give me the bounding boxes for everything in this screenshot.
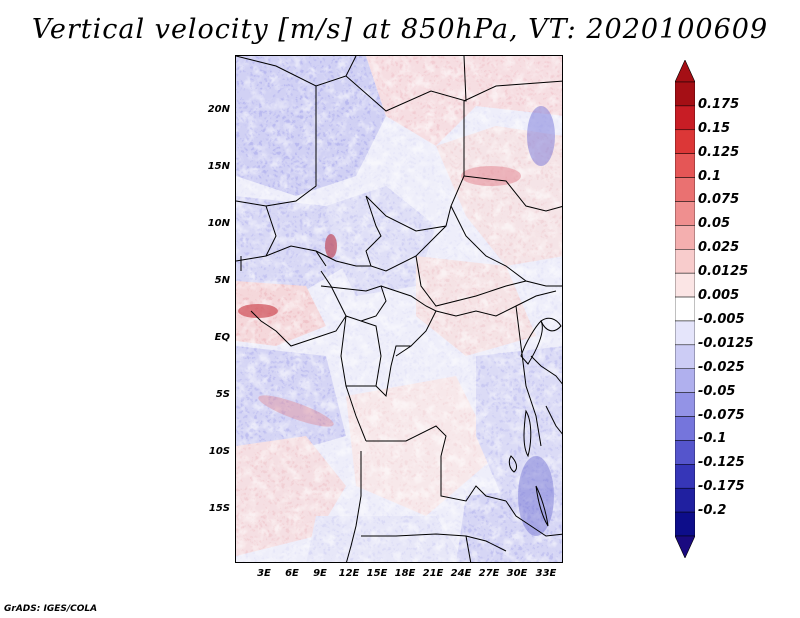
lat-label-5n: 5N <box>214 275 230 286</box>
lakes <box>508 317 562 527</box>
country-borders <box>236 56 562 562</box>
colorbar-segment <box>675 105 695 131</box>
lat-label-10s: 10S <box>208 446 230 457</box>
colorbar-bottom-arrow <box>675 535 695 558</box>
colorbar-segment <box>675 320 695 346</box>
colorbar-segment <box>675 177 695 202</box>
colorbar-segment <box>675 464 695 489</box>
colorbar-label: 0.005 <box>698 288 740 304</box>
colorbar-segment <box>675 201 695 226</box>
lon-label-27e: 27E <box>478 568 500 579</box>
lat-label-5s: 5S <box>215 389 230 400</box>
lat-label-eq: EQ <box>214 332 230 343</box>
colorbar-segment <box>675 368 695 393</box>
map-panel <box>235 55 563 563</box>
lon-label-9e: 9E <box>313 568 327 579</box>
red-noise-layer <box>236 56 562 562</box>
colorbar-segment <box>675 416 695 441</box>
colorbar-label: 0.125 <box>698 144 740 160</box>
colorbar-label: -0.175 <box>698 479 745 495</box>
lat-label-15n: 15N <box>207 161 230 172</box>
colorbar-label: -0.005 <box>698 311 745 327</box>
colorbar-segment <box>675 272 695 298</box>
strong-features <box>238 106 555 536</box>
lon-label-3e: 3E <box>257 568 271 579</box>
colorbar-segment <box>675 344 695 369</box>
colorbar-label: 0.025 <box>698 240 740 256</box>
lat-label-20n: 20N <box>207 104 230 115</box>
colorbar-label: -0.0125 <box>698 335 754 351</box>
colorbar-segment <box>675 81 695 107</box>
lon-label-15e: 15E <box>366 568 388 579</box>
lon-label-24e: 24E <box>450 568 472 579</box>
lon-label-33e: 33E <box>535 568 557 579</box>
colorbar-segment <box>675 249 695 274</box>
lon-label-6e: 6E <box>285 568 299 579</box>
lat-label-15s: 15S <box>208 503 230 514</box>
colorbar-segment <box>675 392 695 417</box>
colorbar-label: 0.05 <box>698 216 731 232</box>
colorbar-label: 0.0125 <box>698 264 749 280</box>
colorbar-top-arrow <box>675 60 695 83</box>
colorbar-segment <box>675 487 695 513</box>
lon-label-18e: 18E <box>394 568 416 579</box>
lon-label-30e: 30E <box>506 568 528 579</box>
lon-label-12e: 12E <box>338 568 360 579</box>
colorbar-label: -0.05 <box>698 383 736 399</box>
map-title: Vertical velocity [m/s] at 850hPa, VT: 2… <box>31 14 769 45</box>
colorbar-label: -0.125 <box>698 455 745 471</box>
colorbar-segment <box>675 511 695 537</box>
colorbar-label: 0.15 <box>698 120 731 136</box>
colorbar-segment <box>675 129 695 154</box>
colorbar-label: -0.025 <box>698 359 745 375</box>
colorbar-label: -0.2 <box>698 503 727 519</box>
colorbar-label: -0.075 <box>698 407 745 423</box>
vertical-velocity-field <box>236 56 562 562</box>
colorbar-label: -0.1 <box>698 431 727 447</box>
colorbar-label: 0.175 <box>698 96 740 112</box>
colorbar <box>675 60 695 558</box>
lat-label-10n: 10N <box>207 218 230 229</box>
colorbar-segment <box>675 153 695 178</box>
colorbar-segment <box>675 225 695 250</box>
colorbar-label: 0.075 <box>698 192 740 208</box>
grads-credit: GrADS: IGES/COLA <box>4 604 98 614</box>
colorbar-label: 0.1 <box>698 168 722 184</box>
colorbar-segment <box>675 440 695 465</box>
colorbar-segment <box>675 296 695 322</box>
lon-label-21e: 21E <box>422 568 444 579</box>
